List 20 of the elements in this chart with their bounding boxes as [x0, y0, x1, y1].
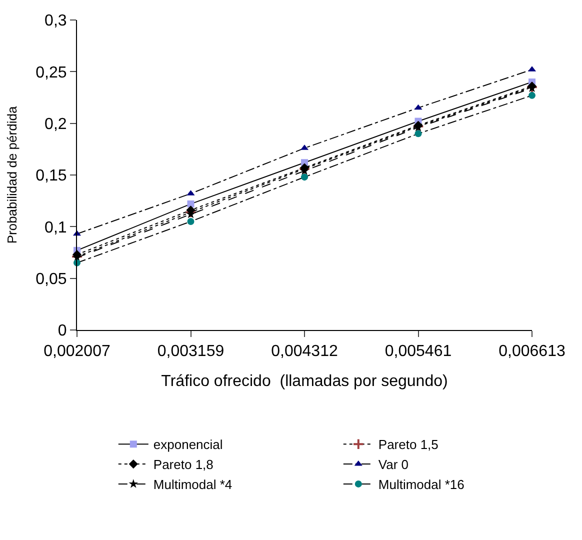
x-tick-label: 0,002007	[44, 343, 110, 360]
y-tick-label: 0,15	[36, 168, 67, 185]
x-tick-label: 0,004312	[271, 343, 338, 360]
legend-label: Multimodal *4	[153, 477, 232, 492]
legend-label: Pareto 1,8	[153, 457, 214, 472]
x-tick-label: 0,006613	[498, 343, 566, 360]
legend-label: Var 0	[378, 457, 409, 472]
x-tick-label: 0,005461	[384, 343, 452, 360]
legend-label: exponencial	[153, 437, 223, 452]
y-tick-label: 0,1	[44, 219, 67, 236]
legend-label: Pareto 1,5	[378, 437, 438, 452]
x-axis-title: Tráfico ofrecido (llamadas por segundo)	[161, 372, 448, 390]
y-tick-label: 0	[58, 322, 67, 340]
y-tick-label: 0,25	[36, 64, 67, 82]
y-tick-label: 0,2	[44, 116, 67, 133]
y-tick-label: 0,3	[44, 12, 67, 30]
y-tick-label: 0,05	[36, 270, 67, 288]
legend-label: Multimodal *16	[378, 477, 464, 492]
y-axis-title: Probabilidad de pérdida	[4, 106, 20, 244]
x-tick-label: 0,003159	[157, 343, 224, 360]
